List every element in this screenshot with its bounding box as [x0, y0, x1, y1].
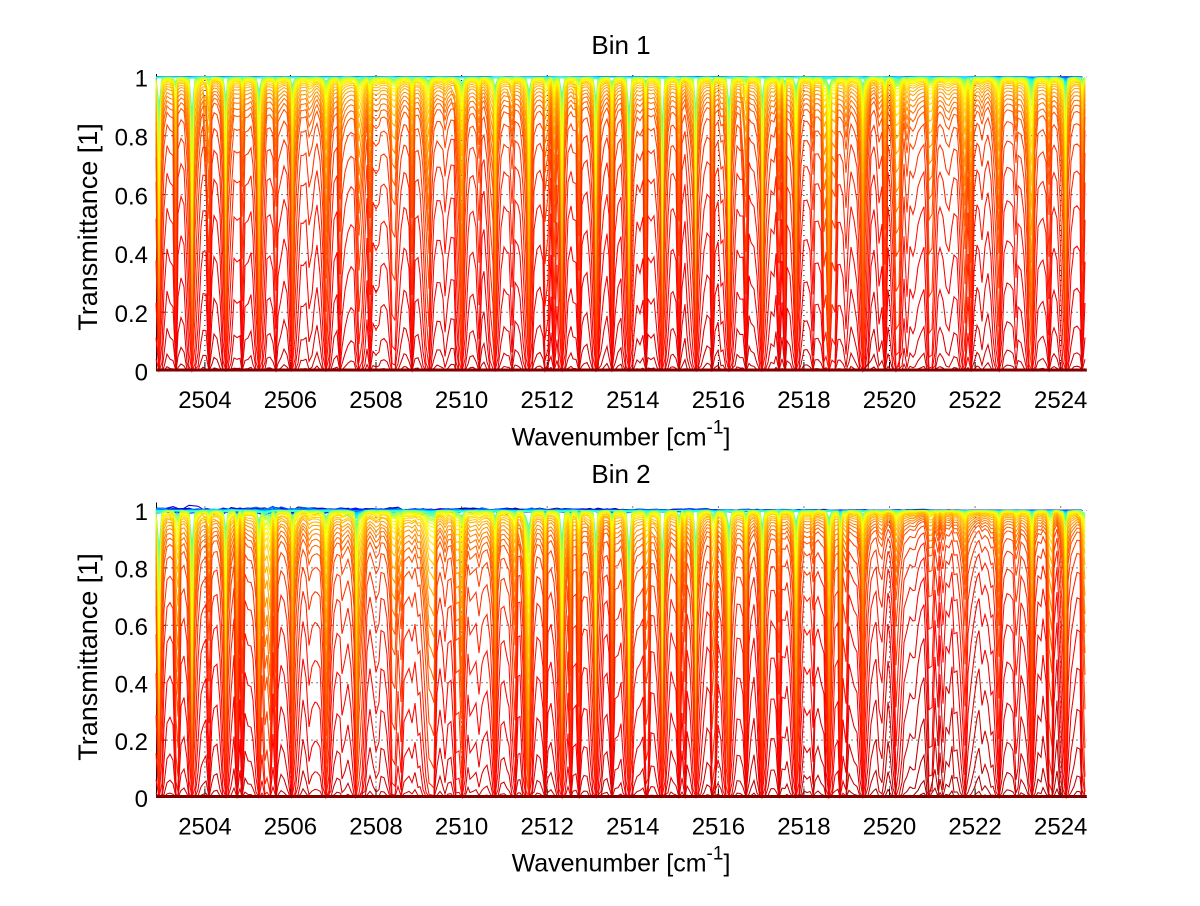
svg-text:2510: 2510: [435, 387, 488, 414]
svg-text:2520: 2520: [863, 387, 916, 414]
svg-text:2524: 2524: [1034, 814, 1087, 841]
svg-text:2516: 2516: [692, 387, 745, 414]
svg-text:2504: 2504: [178, 387, 231, 414]
svg-text:1: 1: [135, 66, 148, 93]
svg-text:2520: 2520: [863, 814, 916, 841]
svg-text:2522: 2522: [948, 387, 1001, 414]
svg-text:Wavenumber [cm-1]: Wavenumber [cm-1]: [512, 418, 731, 452]
svg-text:2514: 2514: [606, 387, 659, 414]
svg-text:2508: 2508: [349, 814, 402, 841]
svg-text:0.6: 0.6: [115, 614, 148, 641]
svg-text:2506: 2506: [264, 814, 317, 841]
svg-text:0.4: 0.4: [115, 242, 148, 269]
svg-text:0.6: 0.6: [115, 183, 148, 210]
svg-text:2514: 2514: [606, 814, 659, 841]
svg-text:2504: 2504: [178, 814, 231, 841]
svg-text:0.2: 0.2: [115, 729, 148, 756]
svg-text:2516: 2516: [692, 814, 745, 841]
svg-text:2518: 2518: [777, 387, 830, 414]
svg-text:2518: 2518: [777, 814, 830, 841]
svg-text:0: 0: [135, 360, 148, 387]
svg-text:0.4: 0.4: [115, 671, 148, 698]
svg-text:Transmittance [1]: Transmittance [1]: [73, 553, 103, 761]
svg-text:0: 0: [135, 786, 148, 813]
svg-text:0.8: 0.8: [115, 557, 148, 584]
svg-text:2512: 2512: [521, 387, 574, 414]
svg-text:0.8: 0.8: [115, 125, 148, 152]
svg-text:1: 1: [135, 499, 148, 526]
svg-text:0.2: 0.2: [115, 301, 148, 328]
svg-text:2512: 2512: [521, 814, 574, 841]
svg-text:2510: 2510: [435, 814, 488, 841]
svg-text:Bin 1: Bin 1: [591, 30, 650, 60]
svg-text:2522: 2522: [948, 814, 1001, 841]
svg-text:Wavenumber [cm-1]: Wavenumber [cm-1]: [512, 844, 731, 878]
svg-text:2524: 2524: [1034, 387, 1087, 414]
svg-text:2506: 2506: [264, 387, 317, 414]
svg-text:Transmittance [1]: Transmittance [1]: [73, 123, 103, 331]
svg-text:Bin 2: Bin 2: [591, 459, 650, 489]
svg-text:2508: 2508: [349, 387, 402, 414]
